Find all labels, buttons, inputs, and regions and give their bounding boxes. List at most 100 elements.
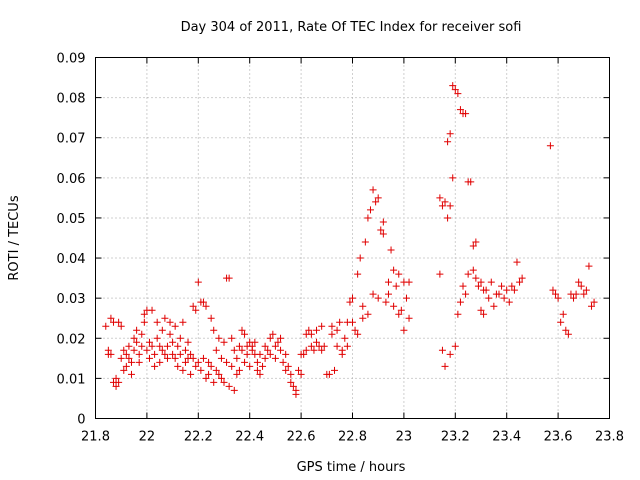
data-point [284,362,292,370]
data-point [133,326,141,334]
data-point [364,214,372,222]
data-point [454,90,462,98]
data-point [202,302,210,310]
data-point [145,354,153,362]
data-point [228,362,236,370]
data-point [444,138,452,146]
data-point [176,350,184,358]
data-point [590,298,598,306]
data-point [187,370,195,378]
data-point [238,346,246,354]
data-point [233,370,241,378]
data-point [220,378,228,386]
data-point [575,278,583,286]
data-point [405,278,413,286]
data-point [438,346,446,354]
data-point [217,374,225,382]
data-point [436,194,444,202]
data-point [140,318,148,326]
data-point [451,342,459,350]
data-point [320,342,328,350]
x-axis-label: GPS time / hours [297,460,406,475]
data-point [194,358,202,366]
data-point [446,202,454,210]
x-tick-label: 22.4 [235,430,264,445]
data-point [572,290,580,298]
data-point [130,334,138,342]
data-point [140,310,148,318]
data-point [397,306,405,314]
data-point [570,294,578,302]
data-point [390,266,398,274]
data-point [500,294,508,302]
data-point [135,350,143,358]
data-point [143,346,151,354]
data-point [454,310,462,318]
data-point [199,298,207,306]
data-point [300,350,308,358]
y-tick-label: 0.06 [57,172,86,187]
data-point [107,314,115,322]
data-point [469,266,477,274]
data-point [451,86,459,94]
data-point [145,338,153,346]
data-point [115,318,123,326]
data-point [341,334,349,342]
data-point [215,334,223,342]
data-point [248,346,256,354]
data-point [112,382,120,390]
data-point [138,330,146,338]
data-point [400,326,408,334]
y-tick-label: 0.01 [57,372,86,387]
data-point [477,306,485,314]
data-point [369,290,377,298]
data-point [349,294,356,302]
y-tick-label: 0.09 [57,52,86,67]
data-point [469,242,477,250]
data-point [361,238,369,246]
data-point [205,370,213,378]
data-point [127,370,135,378]
data-point [356,254,364,262]
x-tick-label: 23.4 [492,430,521,445]
data-point [174,362,182,370]
data-point [153,334,161,342]
data-point [349,318,356,326]
data-point [217,354,225,362]
data-point [166,318,174,326]
data-point [176,334,184,342]
x-tick-label: 22 [139,430,156,445]
data-point [392,282,400,290]
data-point [197,366,205,374]
data-point [120,346,128,354]
x-tick-label: 23.2 [441,430,470,445]
data-point [331,366,339,374]
data-point [130,346,138,354]
y-axis-label: ROTI / TECUs [7,195,22,280]
data-point [148,342,156,350]
data-point [487,278,495,286]
data-point [289,382,297,390]
data-point [279,358,287,366]
data-point [205,358,213,366]
data-point [467,178,475,186]
tick-layer: 21.8 22 22.2 22.4 22.6 22.8 23 23.2 23.4 23.6 23.8… [57,52,624,445]
data-point [325,370,333,378]
data-point [181,358,189,366]
x-tick-label: 22.8 [338,430,367,445]
data-point [405,314,413,322]
data-point [456,298,464,306]
data-point [510,286,518,294]
data-point [436,270,444,278]
y-tick-label: 0.04 [57,252,86,267]
data-point [582,286,590,294]
data-point [318,346,326,354]
data-point [171,354,179,362]
data-point [117,354,125,362]
data-point [364,310,372,318]
x-tick-label: 23 [396,430,413,445]
data-point [202,374,210,382]
y-tick-label: 0.05 [57,212,86,227]
data-point [366,206,374,214]
y-tick-label: 0.08 [57,92,86,107]
